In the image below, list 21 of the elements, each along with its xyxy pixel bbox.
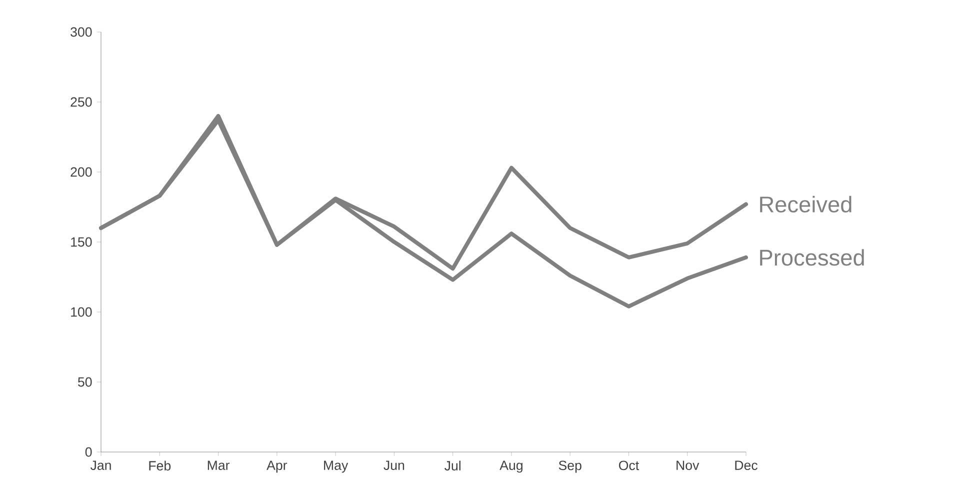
series-label: Received	[760, 196, 852, 213]
x-tick-label: Aug	[500, 460, 522, 473]
y-tick-label: 50	[78, 377, 92, 387]
x-tick-label: Jul	[444, 460, 460, 470]
series-label: Processed	[760, 249, 864, 266]
x-tick-label: Mar	[208, 460, 230, 470]
y-tick-label: 250	[70, 97, 92, 107]
y-tick-label: 300	[70, 27, 92, 37]
y-tick-label: 100	[71, 307, 92, 317]
x-tick-label: Nov	[676, 460, 700, 470]
x-tick-label: Sep	[558, 460, 582, 473]
y-tick-label: 150	[71, 237, 92, 247]
y-tick-label: 200	[70, 167, 92, 177]
x-tick-label: Apr	[266, 460, 288, 473]
x-tick-label: May	[324, 460, 348, 473]
x-tick-label: Feb	[149, 460, 171, 470]
x-tick-label: Oct	[618, 460, 640, 470]
x-tick-label: Jun	[384, 460, 404, 470]
x-tick-label: Jan	[90, 460, 111, 470]
x-tick-label: Dec	[735, 460, 758, 470]
y-tick-label: 0	[85, 447, 92, 457]
